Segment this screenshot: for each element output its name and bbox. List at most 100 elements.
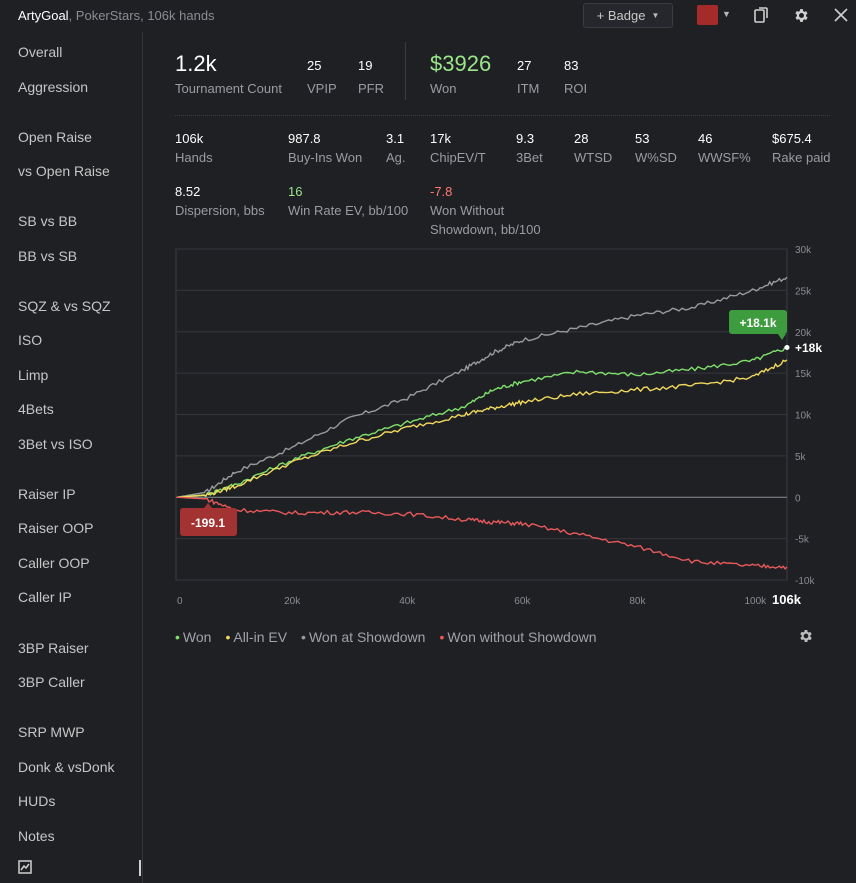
x-tick-label: 106k	[772, 592, 802, 607]
sidebar-item-iso[interactable]: ISO	[18, 332, 43, 348]
sidebar-item-notes[interactable]: Notes	[18, 828, 55, 844]
buyins-value: 987.8	[288, 131, 321, 146]
3bet-label: 3Bet	[516, 150, 543, 165]
sidebar-item-caller-oop[interactable]: Caller OOP	[18, 555, 90, 571]
won-callout-pointer	[778, 334, 786, 340]
itm-label: ITM	[517, 81, 540, 96]
copy-icon[interactable]	[751, 5, 771, 25]
series-line-all-in-ev	[176, 359, 788, 498]
rake-value: $675.4	[772, 131, 812, 146]
y-tick-label: 30k	[795, 245, 812, 256]
legend-item[interactable]: • Won without Showdown	[439, 629, 596, 645]
won-label: Won	[430, 81, 457, 96]
x-tick-label: 100k	[744, 596, 767, 607]
sidebar-item-huds[interactable]: HUDs	[18, 793, 56, 809]
roi-value: 83	[564, 58, 579, 73]
chipev-value: 17k	[430, 131, 451, 146]
hands-value: 106k	[175, 131, 204, 146]
chart-icon[interactable]	[18, 860, 32, 874]
legend-label: Won without Showdown	[447, 629, 597, 645]
sidebar-item-bb-vs-sb[interactable]: BB vs SB	[18, 248, 78, 264]
won-value: $3926	[430, 51, 492, 76]
nonsd-callout-text: -199.1	[191, 516, 225, 530]
gear-icon[interactable]	[798, 628, 816, 646]
chevron-down-icon: ▼	[651, 11, 660, 20]
sidebar-item-sb-vs-bb[interactable]: SB vs BB	[18, 213, 78, 229]
y-tick-label: 15k	[795, 369, 812, 380]
sidebar: Overall Aggression Open Raise vs Open Ra…	[0, 32, 143, 883]
legend-item[interactable]: • Won	[175, 629, 211, 645]
wsd-value: 53	[635, 131, 650, 146]
text-cursor	[139, 860, 141, 876]
x-tick-label: 80k	[629, 596, 646, 607]
divider	[405, 42, 406, 100]
y-tick-label: 0	[795, 493, 801, 504]
legend-dot-icon: •	[439, 629, 445, 645]
title-bar: ArtyGoal, PokerStars, 106k hands + Badge…	[0, 0, 856, 32]
won-callout-text: +18.1k	[739, 316, 776, 330]
sidebar-item-sqz[interactable]: SQZ & vs SQZ	[18, 298, 111, 314]
sidebar-item-overall[interactable]: Overall	[18, 44, 63, 60]
legend-dot-icon: •	[301, 629, 306, 645]
winrate-ev-label: Win Rate EV, bb/100	[288, 203, 409, 218]
wwsd-label-line2: Showdown, bb/100	[430, 222, 541, 237]
y-tick-label: 10k	[795, 411, 812, 422]
sidebar-item-raiser-oop[interactable]: Raiser OOP	[18, 520, 94, 536]
sidebar-item-4bets[interactable]: 4Bets	[18, 401, 54, 417]
end-point-marker	[784, 344, 790, 350]
3bet-value: 9.3	[516, 131, 535, 146]
sidebar-item-donk[interactable]: Donk & vsDonk	[18, 759, 115, 775]
wwsd-label-line1: Won Without	[430, 203, 505, 218]
dispersion-label: Dispersion, bbs	[175, 203, 265, 218]
color-picker-swatch[interactable]	[697, 5, 718, 25]
sidebar-item-vs-open-raise[interactable]: vs Open Raise	[18, 163, 110, 179]
sidebar-item-3bp-raiser[interactable]: 3BP Raiser	[18, 640, 89, 656]
y-tick-label: -10k	[795, 576, 815, 587]
legend-dot-icon: •	[175, 629, 180, 645]
pfr-label: PFR	[358, 81, 384, 96]
ag-label: Ag.	[386, 150, 406, 165]
chevron-down-icon[interactable]: ▼	[722, 9, 731, 19]
divider	[175, 115, 830, 116]
hands-label: Hands	[175, 150, 213, 165]
tournament-count-label: Tournament Count	[175, 81, 282, 96]
rake-label: Rake paid	[772, 150, 831, 165]
sidebar-item-raiser-ip[interactable]: Raiser IP	[18, 486, 76, 502]
legend-item[interactable]: • Won at Showdown	[301, 629, 425, 645]
itm-value: 27	[517, 58, 532, 73]
sidebar-item-srp-mwp[interactable]: SRP MWP	[18, 724, 85, 740]
series-line-won-at-showdown	[176, 276, 788, 498]
gear-icon[interactable]	[791, 5, 811, 25]
legend-dot-icon: •	[225, 629, 231, 645]
wwsf-label: WWSF%	[698, 150, 751, 165]
sidebar-item-caller-ip[interactable]: Caller IP	[18, 589, 72, 605]
legend-item[interactable]: • All-in EV	[225, 629, 287, 645]
y-tick-label: -5k	[795, 535, 810, 546]
sidebar-item-3bet-vs-iso[interactable]: 3Bet vs ISO	[18, 436, 93, 452]
winrate-ev-value: 16	[288, 184, 303, 199]
badge-button-label: + Badge	[596, 8, 646, 23]
add-badge-button[interactable]: + Badge ▼	[583, 3, 673, 28]
close-icon[interactable]	[831, 5, 851, 25]
sidebar-item-3bp-caller[interactable]: 3BP Caller	[18, 674, 85, 690]
ag-value: 3.1	[386, 131, 405, 146]
won-end-label: +18k	[795, 341, 822, 355]
won-callout-box	[729, 310, 787, 334]
window-subtitle: , PokerStars, 106k hands	[68, 8, 215, 23]
buyins-label: Buy-Ins Won	[288, 150, 363, 165]
x-tick-label: 60k	[514, 596, 531, 607]
sidebar-item-open-raise[interactable]: Open Raise	[18, 129, 92, 145]
y-tick-label: 5k	[795, 452, 807, 463]
sidebar-item-limp[interactable]: Limp	[18, 367, 49, 383]
chipev-label: ChipEV/T	[430, 150, 486, 165]
vpip-value: 25	[307, 58, 322, 73]
roi-label: ROI	[564, 81, 588, 96]
window-title: ArtyGoal, PokerStars, 106k hands	[18, 8, 215, 23]
wwsf-value: 46	[698, 131, 713, 146]
dispersion-value: 8.52	[175, 184, 201, 199]
y-tick-label: 25k	[795, 286, 812, 297]
sidebar-item-aggression[interactable]: Aggression	[18, 79, 89, 95]
wwsd-value: -7.8	[430, 184, 453, 199]
series-line-won-without-showdown	[177, 496, 788, 570]
wtsd-label: WTSD	[574, 150, 613, 165]
